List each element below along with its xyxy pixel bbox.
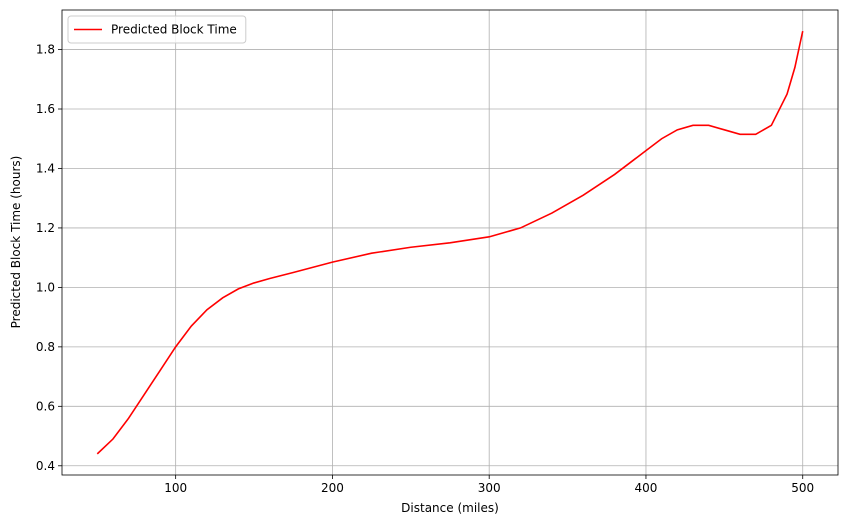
y-tick-label: 0.6	[36, 399, 55, 413]
data-line	[96, 30, 804, 455]
y-tick-label: 0.4	[36, 459, 55, 473]
y-tick-label: 1.2	[36, 221, 55, 235]
y-tick-label: 1.6	[36, 102, 55, 116]
y-axis-label: Predicted Block Time (hours)	[9, 156, 23, 329]
x-tick-label: 100	[164, 481, 187, 495]
legend: Predicted Block Time	[67, 15, 247, 44]
x-tick-label: 500	[791, 481, 814, 495]
y-tick-label: 1.8	[36, 43, 55, 57]
y-tick-label: 0.8	[36, 340, 55, 354]
legend-box	[67, 15, 247, 44]
x-tick-label: 200	[321, 481, 344, 495]
x-axis-label: Distance (miles)	[401, 501, 499, 515]
x-tick-label: 400	[635, 481, 658, 495]
x-tick-label: 300	[478, 481, 501, 495]
legend-label: Predicted Block Time	[111, 23, 237, 37]
y-tick-label: 1.0	[36, 280, 55, 294]
plot-frame	[61, 9, 839, 476]
y-tick-label: 1.4	[36, 161, 55, 175]
